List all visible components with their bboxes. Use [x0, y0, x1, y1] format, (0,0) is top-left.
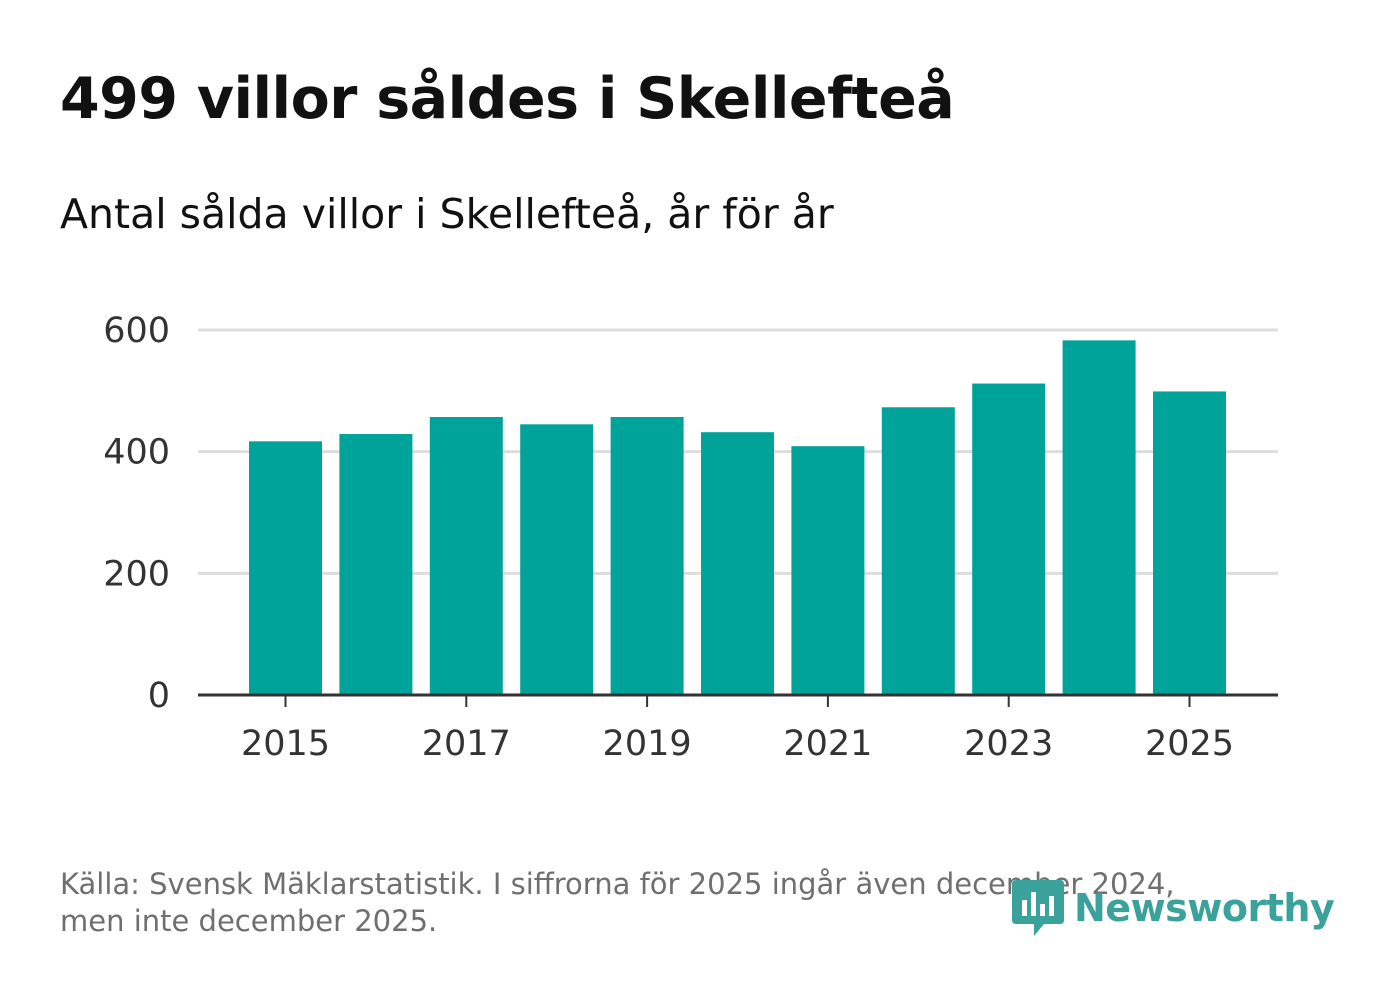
x-tick-label: 2021 [783, 724, 872, 764]
source-line-1: Källa: Svensk Mäklarstatistik. I siffror… [60, 867, 1175, 901]
bar-2015 [249, 441, 322, 695]
bar-2023 [972, 383, 1046, 695]
bar-2021 [791, 446, 865, 695]
bar-2024 [1062, 340, 1136, 695]
y-tick-label: 400 [103, 433, 170, 473]
x-tick-label: 2019 [603, 724, 692, 764]
bar-2017 [429, 416, 503, 695]
brand-name: Newsworthy [1074, 886, 1335, 930]
bar-2016 [339, 434, 413, 695]
bar-2022 [881, 407, 955, 695]
bar-2025 [1153, 391, 1226, 695]
brand-logo[interactable]: Newsworthy [1010, 876, 1335, 940]
source-note: Källa: Svensk Mäklarstatistik. I siffror… [60, 866, 1260, 940]
bar-2019 [610, 416, 684, 695]
newsworthy-logo-icon [1012, 880, 1064, 936]
x-tick-label: 2015 [241, 724, 330, 764]
x-tick-label: 2017 [422, 724, 511, 764]
source-line-2: men inte december 2025. [60, 904, 438, 938]
bar-2020 [701, 432, 774, 695]
y-tick-label: 200 [103, 554, 170, 594]
chart-subtitle: Antal sålda villor i Skellefteå, år för … [60, 190, 834, 238]
y-tick-label: 0 [148, 676, 170, 716]
x-tick-label: 2025 [1145, 724, 1234, 764]
axes: 0 200 400 600 2015 2017 2019 2021 2023 2025 [103, 311, 1278, 764]
bar-chart: 0 200 400 600 2015 2017 2019 2021 2023 2025 [103, 311, 1278, 764]
bar-2018 [520, 424, 594, 695]
chart-title: 499 villor såldes i Skellefteå [60, 66, 955, 132]
x-tick-label: 2023 [964, 724, 1053, 764]
bars [249, 340, 1226, 695]
y-tick-label: 600 [103, 311, 170, 351]
